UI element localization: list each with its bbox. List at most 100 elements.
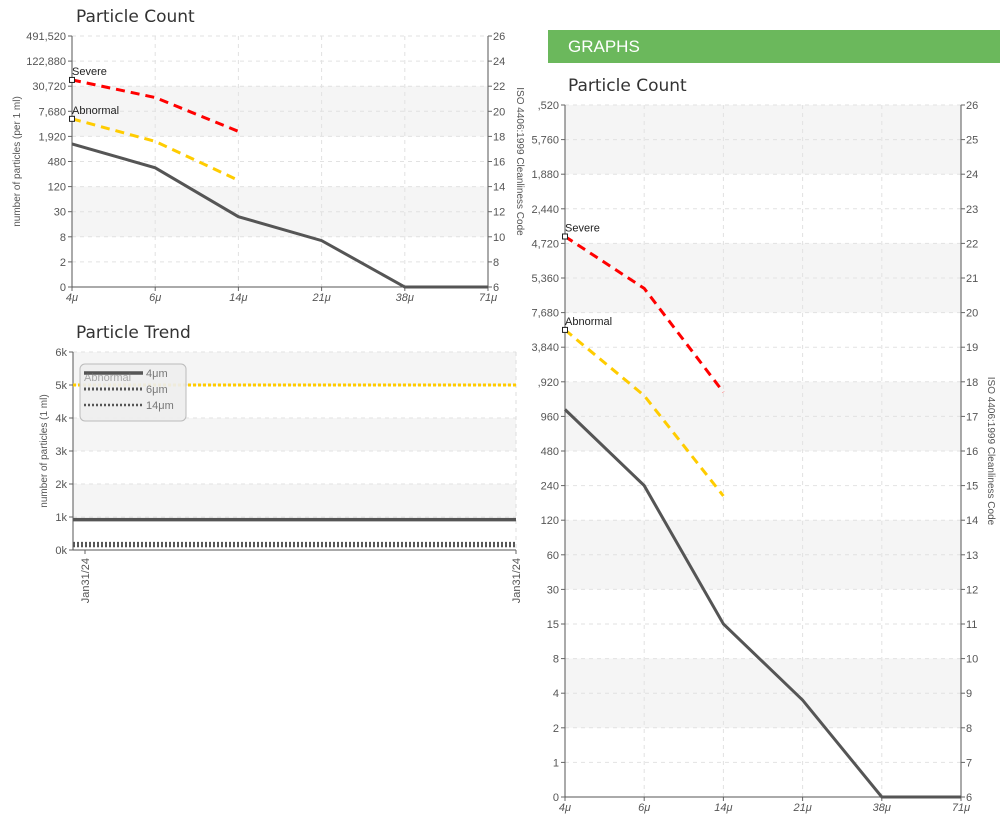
large-count-x-tick-label: 21μ: [792, 802, 811, 814]
large-count-y-tick-label: 5,360: [531, 273, 559, 285]
large-count-x-tick-label: 71μ: [952, 802, 970, 814]
trend-chart: 0k 1k 2k 3k 4k 5k 6k Jan31/24 Jan31/24 4μm 6μm 14μm…: [39, 323, 523, 603]
small-count-y-tick-label: 30: [54, 207, 66, 219]
large-count-band: [565, 658, 961, 694]
small-count-y-tick-label: 2: [60, 257, 66, 269]
large-count-x-tick-label: 14μ: [714, 802, 732, 814]
large-count-band: [565, 139, 961, 175]
large-count-y2-tick-label: 21: [966, 273, 978, 285]
large-count-actual-line: [563, 408, 961, 799]
trend-legend-label: 4μm: [146, 368, 168, 380]
trend-y-tick-label: 0k: [55, 545, 67, 557]
trend-band: [73, 418, 516, 451]
trend-legend-label: 14μm: [146, 400, 174, 412]
large-count-y2-tick-label: 19: [966, 342, 978, 354]
large-count-band: [565, 381, 961, 417]
large-count-band: [565, 693, 961, 728]
small-count-y-tick-label: 1,920: [38, 131, 66, 143]
small-count-y-tick-label: 491,520: [26, 31, 66, 43]
small-count-y2-tick-label: 14: [493, 182, 505, 194]
small-count-band: [72, 111, 488, 137]
large-count-y2-axis-label: ISO 4406:1999 Cleanliness Code: [985, 377, 996, 526]
large-count-y2-tick-label: 16: [966, 446, 978, 458]
small-count-x-tick-label: 4μ: [66, 292, 78, 304]
small-count-y2-tick-label: 12: [493, 207, 505, 219]
small-count-y2-tick-label: 6: [493, 282, 499, 294]
trend-legend-overlay-label: Abnormal: [84, 372, 131, 384]
small-count-y-tick-label: 0: [60, 282, 66, 294]
large-count-y2-tick-label: 10: [966, 654, 978, 666]
graphs-banner: GRAPHS: [548, 30, 1000, 63]
large-count-chart: 4μ 6μ 14μ 21μ 38μ 71μ01248153060120240480960,…: [531, 76, 996, 814]
large-count-y2-tick-label: 24: [966, 169, 978, 181]
trend-title: Particle Trend: [76, 323, 191, 343]
large-count-limit-marker: [562, 233, 568, 240]
small-count-limit-marker: [69, 115, 75, 122]
small-count-chart: 4μ 6μ 14μ 21μ 38μ 71μ 0 2 8 30 120 480 1,920 7,680 30,…: [12, 7, 525, 304]
large-count-y2-tick-label: 13: [966, 550, 978, 562]
trend-x-tick-label: Jan31/24: [80, 558, 92, 603]
trend-y-axis-label: number of particles (1 ml): [39, 394, 50, 507]
large-count-y2-tick-label: 15: [966, 481, 978, 493]
small-count-y2-tick-label: 22: [493, 81, 505, 93]
small-count-severe-label: Severe: [72, 66, 107, 78]
large-count-y-tick-label: 240: [541, 481, 559, 493]
large-count-y2-tick-label: 22: [966, 238, 978, 250]
small-count-band: [72, 211, 488, 237]
small-count-y-tick-label: 8: [60, 232, 66, 244]
small-count-x-tick-label: 38μ: [396, 292, 414, 304]
large-count-y2-tick-label: 23: [966, 204, 978, 216]
large-count-y-tick-label: 2,440: [531, 204, 559, 216]
large-count-y-tick-label: 4,720: [531, 238, 559, 250]
large-count-y-tick-label: 2: [553, 723, 559, 735]
large-count-y-tick-label: 8: [553, 654, 559, 666]
large-count-y-tick-label: ,920: [538, 377, 559, 389]
small-count-y-tick-label: 480: [48, 157, 66, 169]
large-count-band: [565, 520, 961, 555]
small-count-y2-tick-label: 8: [493, 257, 499, 269]
small-count-y2-tick-label: 18: [493, 131, 505, 143]
small-count-y2-tick-label: 20: [493, 106, 505, 118]
trend-x-tick-label: Jan31/24: [511, 558, 523, 603]
trend-y-tick-label: 1k: [55, 512, 67, 524]
large-count-y2-tick-label: 7: [966, 757, 972, 769]
small-count-y2-tick-label: 16: [493, 157, 505, 169]
large-count-band: [565, 416, 961, 451]
large-count-y2-tick-label: 12: [966, 584, 978, 596]
small-count-y2-axis-label: ISO 4406:1999 Cleanliness Code: [514, 87, 525, 236]
large-count-y2-tick-label: 11: [966, 619, 977, 631]
trend-legend-box: [79, 363, 187, 422]
large-count-y-tick-label: 3,840: [531, 342, 559, 354]
small-count-y-tick-label: 7,680: [38, 106, 66, 118]
small-count-band: [72, 86, 488, 112]
small-count-y-axis-label: number of particles (per 1 ml): [12, 96, 23, 227]
small-count-x-tick-label: 6μ: [149, 292, 161, 304]
small-count-y2-tick-label: 24: [493, 56, 505, 68]
large-count-y-tick-label: 960: [541, 411, 559, 423]
large-count-y2-tick-label: 14: [966, 515, 978, 527]
large-count-abnormal-limit-line: [564, 328, 725, 497]
trend-y-tick-label: 6k: [55, 347, 67, 359]
large-count-x-tick-label: 38μ: [873, 802, 891, 814]
trend-band: [73, 484, 516, 517]
large-count-y-tick-label: 7,680: [531, 308, 559, 320]
small-count-x-tick-label: 21μ: [311, 292, 330, 304]
small-count-y-tick-label: 122,880: [26, 56, 66, 68]
large-count-severe-label: Severe: [565, 222, 600, 234]
large-count-x-tick-label: 4μ: [559, 802, 571, 814]
large-count-band: [565, 554, 961, 590]
large-count-y-tick-label: 1,880: [531, 169, 559, 181]
large-count-title: Particle Count: [568, 76, 687, 96]
large-count-y2-tick-label: 18: [966, 377, 978, 389]
large-count-y-tick-label: 30: [547, 584, 559, 596]
large-count-y2-tick-label: 8: [966, 723, 972, 735]
large-count-x-tick-label: 6μ: [638, 802, 650, 814]
large-count-y-tick-label: ,520: [538, 100, 559, 112]
large-count-y-tick-label: 480: [541, 446, 559, 458]
small-count-limit-marker: [69, 76, 75, 83]
small-count-y2-tick-label: 10: [493, 232, 505, 244]
large-count-y-tick-label: 5,760: [531, 135, 559, 147]
large-count-y-tick-label: 0: [553, 792, 559, 804]
small-count-actual-line: [71, 142, 488, 289]
